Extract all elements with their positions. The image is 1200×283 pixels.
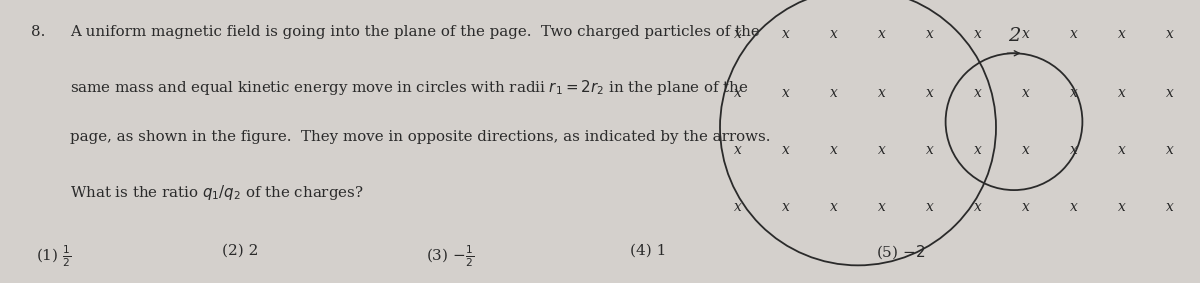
Text: x: x xyxy=(1022,86,1030,100)
Text: x: x xyxy=(1118,200,1126,214)
Text: x: x xyxy=(782,200,790,214)
Text: x: x xyxy=(974,143,982,157)
Text: x: x xyxy=(1070,143,1078,157)
Text: x: x xyxy=(974,27,982,41)
Text: x: x xyxy=(1118,27,1126,41)
Text: x: x xyxy=(1118,86,1126,100)
Text: x: x xyxy=(926,27,934,41)
Text: (1) $\frac{1}{2}$: (1) $\frac{1}{2}$ xyxy=(36,243,71,269)
Text: x: x xyxy=(878,86,886,100)
Text: (5) $-2$: (5) $-2$ xyxy=(876,243,925,261)
Text: x: x xyxy=(1166,27,1174,41)
Text: page, as shown in the figure.  They move in opposite directions, as indicated by: page, as shown in the figure. They move … xyxy=(70,130,770,144)
Text: x: x xyxy=(878,27,886,41)
Text: x: x xyxy=(1070,200,1078,214)
Text: x: x xyxy=(830,143,838,157)
Text: x: x xyxy=(1022,200,1030,214)
Text: x: x xyxy=(926,86,934,100)
Text: x: x xyxy=(1070,86,1078,100)
Text: x: x xyxy=(782,27,790,41)
Text: x: x xyxy=(1022,143,1030,157)
Text: x: x xyxy=(878,200,886,214)
Text: x: x xyxy=(782,86,790,100)
Text: x: x xyxy=(734,200,742,214)
Text: What is the ratio $q_1/q_2$ of the charges?: What is the ratio $q_1/q_2$ of the charg… xyxy=(70,183,364,201)
Text: x: x xyxy=(734,143,742,157)
Text: x: x xyxy=(1166,143,1174,157)
Text: 8.: 8. xyxy=(31,25,46,39)
Text: x: x xyxy=(1070,27,1078,41)
Text: x: x xyxy=(1166,86,1174,100)
Text: x: x xyxy=(830,200,838,214)
Text: x: x xyxy=(1166,200,1174,214)
Text: x: x xyxy=(782,143,790,157)
Text: x: x xyxy=(1022,27,1030,41)
Text: x: x xyxy=(878,143,886,157)
Text: x: x xyxy=(926,200,934,214)
Text: x: x xyxy=(974,86,982,100)
Text: A uniform magnetic field is going into the plane of the page.  Two charged parti: A uniform magnetic field is going into t… xyxy=(70,25,760,39)
Text: x: x xyxy=(734,86,742,100)
Text: x: x xyxy=(1118,143,1126,157)
Text: x: x xyxy=(830,86,838,100)
Text: x: x xyxy=(926,143,934,157)
Text: (2) 2: (2) 2 xyxy=(222,243,258,257)
Text: (4) 1: (4) 1 xyxy=(630,243,666,257)
Text: 2: 2 xyxy=(1008,27,1020,45)
Text: same mass and equal kinetic energy move in circles with radii $r_1 = 2r_2$ in th: same mass and equal kinetic energy move … xyxy=(70,78,749,97)
Text: x: x xyxy=(830,27,838,41)
Text: (3) $-\frac{1}{2}$: (3) $-\frac{1}{2}$ xyxy=(426,243,474,269)
Text: x: x xyxy=(974,200,982,214)
Text: x: x xyxy=(734,27,742,41)
